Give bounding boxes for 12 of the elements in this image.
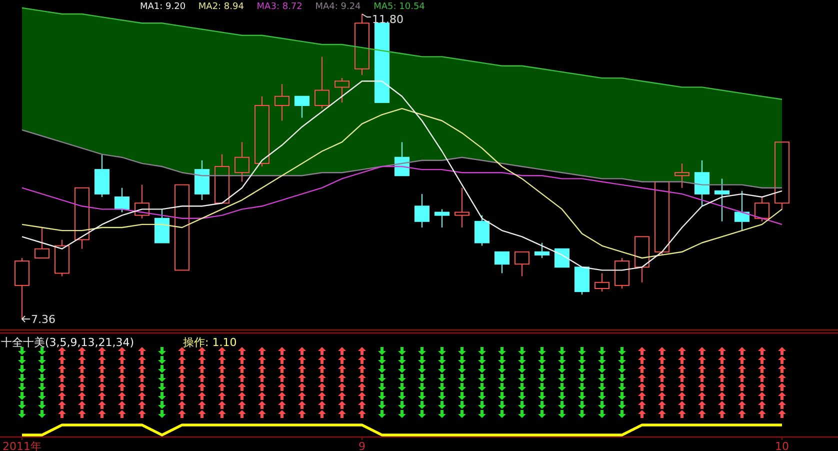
legend-item: MA3: 8.72 xyxy=(256,2,302,12)
annotation: 7.36 xyxy=(31,313,56,326)
legend-item: MA1: 9.20 xyxy=(140,2,186,12)
legend-item: MA5: 10.54 xyxy=(374,2,425,12)
x-tick: 2011年 xyxy=(2,440,42,451)
title: 十全十美(3,5,9,13,21,34) xyxy=(1,336,134,349)
annotation: 11.80 xyxy=(372,13,404,26)
x-tick: 10 xyxy=(775,440,789,451)
x-tick: 9 xyxy=(358,440,366,451)
legend-item: MA4: 9.24 xyxy=(315,2,361,12)
annotation: 操作: 1.10 xyxy=(183,336,237,349)
legend-item: MA2: 8.94 xyxy=(198,2,244,12)
